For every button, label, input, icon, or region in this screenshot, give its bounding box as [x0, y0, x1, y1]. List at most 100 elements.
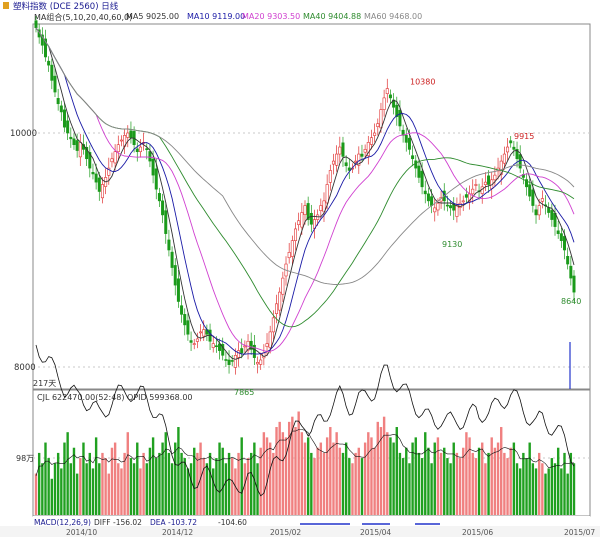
volume-bar [572, 463, 576, 515]
candle-body [151, 158, 155, 176]
candle-body [237, 350, 241, 358]
volume-bar [569, 452, 573, 515]
candle-body [347, 167, 351, 171]
candle-body [249, 340, 253, 350]
volume-bar [512, 442, 516, 515]
candle-body [300, 212, 304, 228]
volume-bar [370, 437, 373, 515]
volume-bar [75, 473, 79, 515]
volume-bar [310, 452, 313, 515]
volume-bar [158, 452, 161, 515]
volume-bar [224, 463, 228, 515]
candle-body [62, 109, 66, 128]
candle-body [278, 291, 282, 311]
volume-bar [430, 463, 433, 515]
volume-bar [395, 427, 398, 515]
candle-body [275, 303, 279, 314]
volume-bar [560, 468, 563, 515]
candle-body [256, 362, 260, 365]
candle-body [550, 210, 554, 220]
volume-bar [170, 463, 174, 515]
volume-bar [183, 458, 186, 515]
volume-bar [129, 458, 133, 515]
candle-body [398, 110, 402, 127]
volume-bar [458, 458, 462, 515]
ma40-label: MA40 9404.88 [303, 12, 362, 21]
candle-body [512, 146, 516, 150]
volume-bar [439, 452, 443, 515]
candle-body [164, 210, 168, 234]
macd-value: -104.60 [218, 518, 247, 527]
candle-body [218, 343, 222, 351]
volume-bar [348, 458, 351, 515]
volume-bar [208, 452, 212, 515]
candle-body [233, 354, 237, 368]
volume-bar [56, 452, 60, 515]
volume-bar [139, 468, 142, 515]
candle-body [287, 252, 291, 259]
candle-body [69, 136, 73, 140]
candle-body [221, 344, 225, 356]
volume-bar [322, 452, 326, 515]
candle-body [297, 220, 301, 226]
volume-bar [420, 458, 424, 515]
volume-bar [98, 463, 101, 515]
volume-bar [544, 473, 547, 515]
volume-bar [101, 452, 104, 515]
volume-bar [287, 421, 291, 515]
candle-body [252, 344, 256, 358]
volume-bar [550, 458, 554, 515]
volume-bar [547, 468, 550, 515]
candle-body [240, 348, 244, 354]
volume-bar [411, 442, 414, 515]
volume-bar [341, 452, 345, 515]
candlestick-series [34, 16, 576, 375]
volume-bar [427, 447, 430, 515]
volume-bar [436, 437, 440, 515]
volume-bar [525, 458, 528, 515]
candle-body [563, 236, 567, 251]
volume-bar [85, 463, 88, 515]
candle-body [572, 275, 576, 293]
candle-body [176, 278, 180, 302]
volume-bar [291, 416, 294, 515]
annotation-label: 9130 [442, 240, 462, 249]
volume-bar [487, 452, 490, 515]
volume-bar [189, 463, 193, 515]
volume-bar [316, 447, 319, 515]
volume-bar [79, 458, 82, 515]
candle-body [461, 200, 465, 203]
candle-body [436, 202, 440, 211]
candle-body [195, 338, 199, 342]
volume-bar [117, 463, 120, 515]
ma-group-label: MA组合(5,10,20,40,60,0) [34, 13, 133, 22]
volume-bar [379, 427, 383, 515]
chart-icon [3, 2, 9, 9]
volume-bar [151, 437, 155, 515]
volume-bar [455, 452, 459, 515]
volume-bar [72, 447, 76, 515]
candle-body [474, 184, 478, 186]
volume-bar [113, 442, 117, 515]
volume-bar [398, 452, 402, 515]
volume-bar [237, 452, 240, 515]
volume-bar [500, 427, 503, 515]
candle-body [363, 149, 367, 153]
volume-bar [325, 437, 329, 515]
volume-bar [534, 468, 538, 515]
volume-bar [376, 421, 379, 515]
volume-bar [363, 442, 367, 515]
volume-bar [503, 452, 506, 515]
candle-body [227, 359, 231, 365]
candle-body [183, 314, 187, 326]
candle-body [85, 146, 89, 160]
volume-bar [392, 442, 395, 515]
candle-body [170, 251, 174, 268]
volume-bar [537, 452, 541, 515]
candle-body [214, 345, 218, 348]
ma-legend: MA组合(5,10,20,40,60,0) MA5 9025.00 MA10 9… [0, 11, 600, 23]
date-axis [0, 526, 600, 537]
candle-body [88, 152, 92, 169]
candle-body [382, 97, 386, 110]
